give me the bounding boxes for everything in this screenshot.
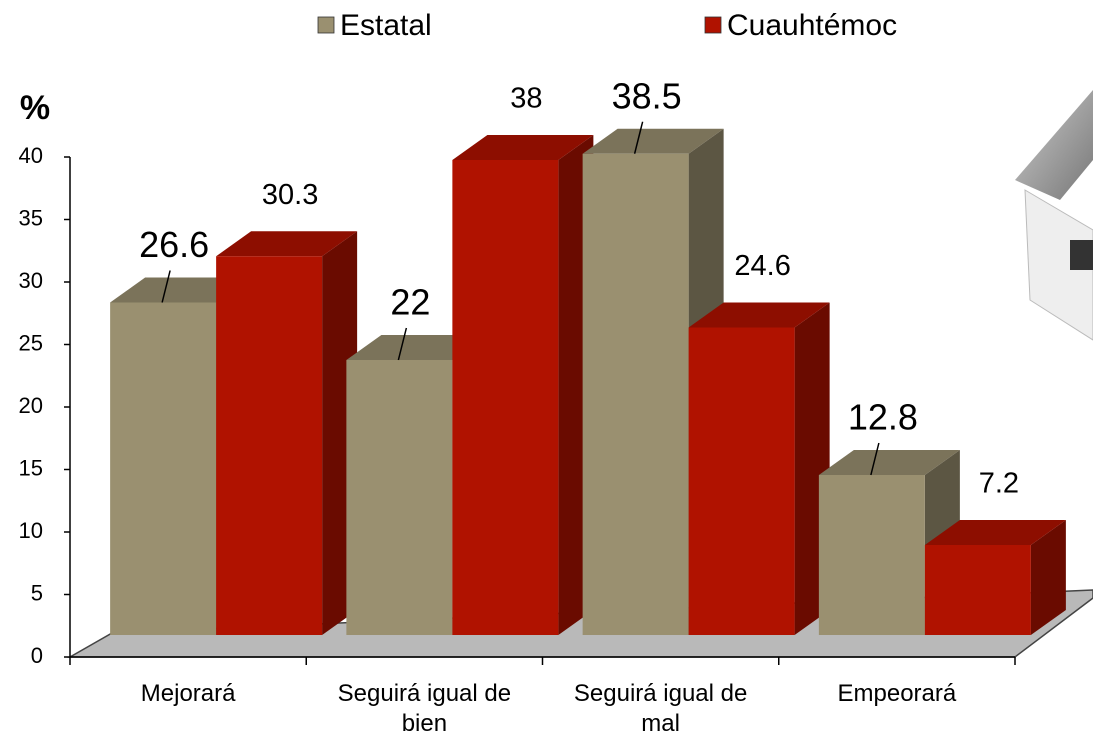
value-label: 12.8 [848, 397, 918, 438]
value-label: 38 [510, 83, 542, 115]
house-decoration [1015, 90, 1093, 341]
bar [818, 475, 925, 635]
value-label: 30.3 [262, 179, 318, 211]
bar [346, 360, 453, 635]
bar-top [582, 128, 724, 154]
bar-top [216, 231, 358, 257]
bar-top [110, 277, 252, 303]
x-tick-label: Seguirá igual de bien [337, 680, 512, 737]
y-tick-label: 5 [31, 580, 43, 605]
leader-line [870, 442, 880, 476]
bar-top [818, 450, 960, 475]
leader-line [397, 327, 408, 361]
x-tick-label: Mejorará [140, 680, 236, 707]
bar-top [346, 335, 488, 360]
y-tick-label: 30 [19, 268, 43, 293]
y-axis-label: % [20, 89, 50, 127]
leader-line [633, 121, 644, 154]
value-label: 22 [390, 282, 430, 323]
y-tick-label: 25 [19, 330, 43, 355]
value-label: 26.6 [139, 224, 209, 265]
leader-line [161, 270, 171, 303]
bar [452, 160, 559, 635]
y-tick-label: 20 [19, 393, 43, 418]
bar-top [452, 135, 594, 160]
bar [216, 256, 323, 635]
y-tick-label: 35 [19, 205, 43, 230]
x-tick-label: Seguirá igual de mal [573, 680, 748, 737]
value-label: 38.5 [612, 75, 682, 116]
y-tick-label: 15 [19, 455, 43, 480]
legend-label: Cuauhtémoc [727, 9, 897, 42]
legend-swatch [317, 16, 335, 34]
bar-side [1030, 520, 1066, 635]
bar-top [924, 520, 1066, 545]
bar [110, 302, 217, 635]
value-label: 7.2 [979, 468, 1019, 500]
legend-swatch [704, 16, 722, 34]
bar-top [688, 302, 830, 328]
bar [924, 545, 1031, 635]
y-tick-label: 10 [19, 518, 43, 543]
bar [688, 327, 795, 635]
x-tick-label: Empeorará [837, 680, 957, 707]
y-tick-label: 40 [19, 143, 43, 168]
legend-label: Estatal [340, 9, 432, 42]
y-tick-label: 0 [31, 643, 43, 668]
bar [582, 153, 689, 635]
value-label: 24.6 [734, 250, 790, 282]
